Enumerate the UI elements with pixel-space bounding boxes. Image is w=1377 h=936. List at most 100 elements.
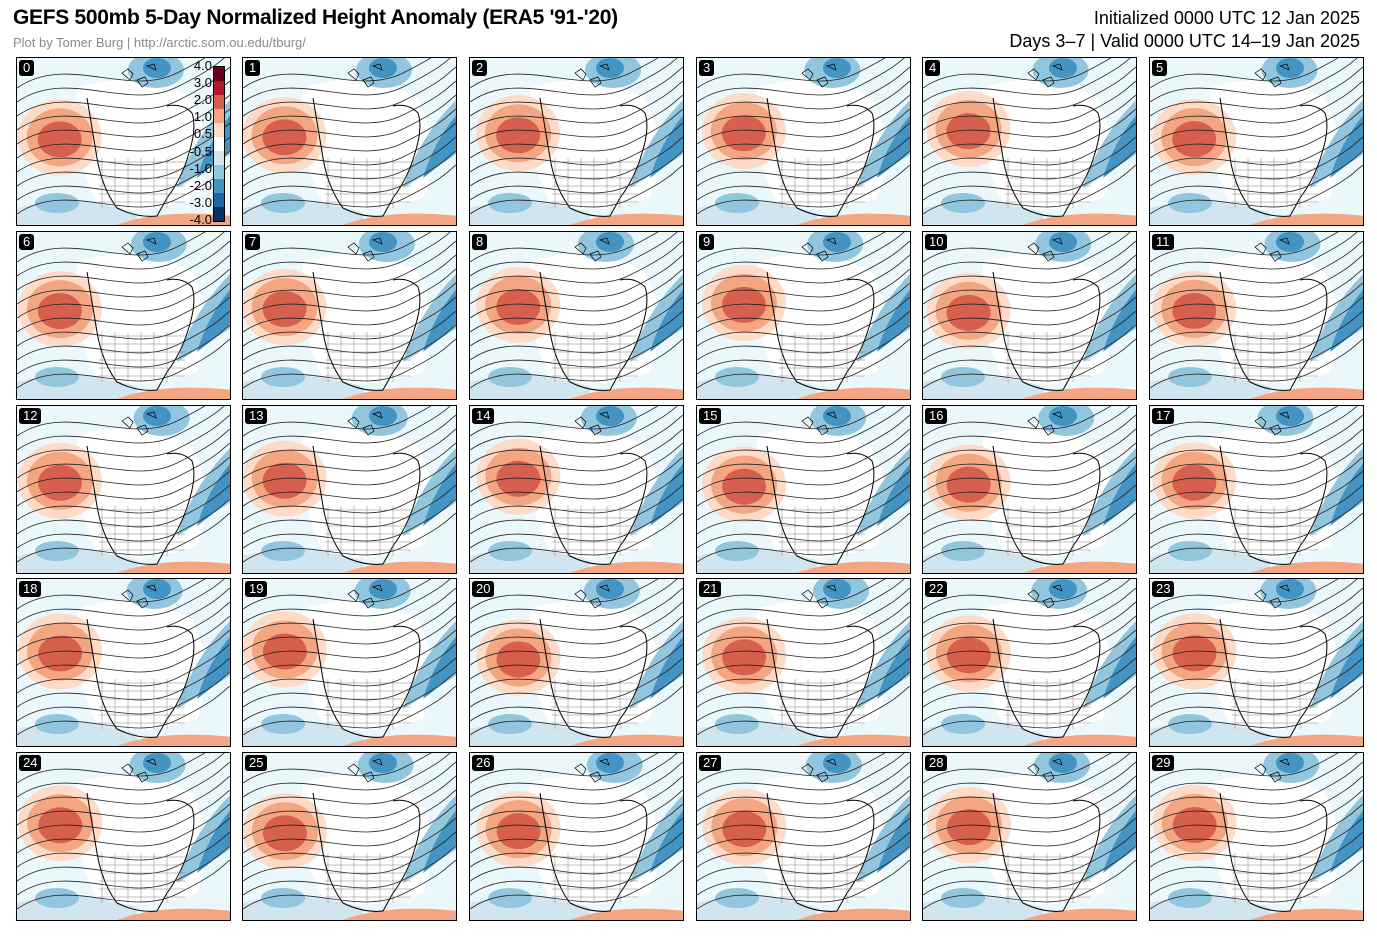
member-number-label: 17: [1152, 408, 1175, 424]
colorbar-swatch: [214, 67, 224, 81]
member-number-label: 4: [925, 60, 941, 76]
member-panel: 6: [16, 231, 231, 400]
anomaly-map: [697, 753, 910, 920]
anomaly-map: [243, 232, 456, 399]
member-number-label: 25: [245, 755, 268, 771]
member-panel: 7: [242, 231, 457, 400]
member-number-label: 15: [699, 408, 722, 424]
anomaly-map: [243, 579, 456, 746]
colorbar-tick-label: 2.0: [193, 92, 212, 108]
member-panel: 14: [469, 405, 684, 574]
colorbar-swatch: [214, 207, 224, 221]
member-panel: 23: [1149, 578, 1364, 747]
member-panel: 5: [1149, 57, 1364, 226]
anomaly-map: [923, 58, 1136, 225]
member-number-label: 3: [699, 60, 715, 76]
member-panel: 22: [922, 578, 1137, 747]
member-number-label: 20: [472, 581, 495, 597]
member-panel: 3: [696, 57, 911, 226]
member-panel: 1: [242, 57, 457, 226]
anomaly-map: [1150, 753, 1363, 920]
anomaly-map: [923, 232, 1136, 399]
colorbar-tick-label: 0.5: [193, 126, 212, 142]
anomaly-map: [470, 406, 683, 573]
colorbar-tick-label: 1.0: [193, 109, 212, 125]
anomaly-map: [470, 579, 683, 746]
anomaly-map: [1150, 406, 1363, 573]
colorbar-tick-label: -3.0: [189, 194, 212, 210]
anomaly-colorbar: [213, 66, 225, 222]
member-panel: 20: [469, 578, 684, 747]
anomaly-map: [470, 232, 683, 399]
member-number-label: 8: [472, 234, 488, 250]
member-panel: 27: [696, 752, 911, 921]
colorbar-swatch: [214, 95, 224, 109]
valid-time: Days 3–7 | Valid 0000 UTC 14–19 Jan 2025: [1009, 31, 1360, 51]
anomaly-map: [697, 406, 910, 573]
member-number-label: 28: [925, 755, 948, 771]
member-number-label: 1: [245, 60, 261, 76]
colorbar-swatch: [214, 137, 224, 151]
member-number-label: 22: [925, 581, 948, 597]
colorbar-tick-label: 3.0: [193, 75, 212, 91]
anomaly-map: [697, 579, 910, 746]
colorbar-swatch: [214, 151, 224, 165]
anomaly-map: [1150, 579, 1363, 746]
member-panel: 12: [16, 405, 231, 574]
member-panel: 17: [1149, 405, 1364, 574]
member-number-label: 9: [699, 234, 715, 250]
anomaly-map: [17, 406, 230, 573]
member-panel: 18: [16, 578, 231, 747]
member-number-label: 27: [699, 755, 722, 771]
page-title: GEFS 500mb 5-Day Normalized Height Anoma…: [13, 6, 618, 29]
colorbar-swatch: [214, 123, 224, 137]
member-panel: 19: [242, 578, 457, 747]
member-panel: 25: [242, 752, 457, 921]
colorbar-tick-label: -0.5: [189, 143, 212, 159]
colorbar-swatch: [214, 81, 224, 95]
anomaly-map: [697, 232, 910, 399]
member-panel: 11: [1149, 231, 1364, 400]
member-number-label: 2: [472, 60, 488, 76]
member-number-label: 0: [19, 60, 35, 76]
colorbar-swatch: [214, 165, 224, 179]
member-panel: 9: [696, 231, 911, 400]
anomaly-map: [923, 579, 1136, 746]
member-number-label: 21: [699, 581, 722, 597]
anomaly-map: [243, 406, 456, 573]
member-panel: 2: [469, 57, 684, 226]
member-number-label: 29: [1152, 755, 1175, 771]
member-number-label: 11: [1152, 234, 1174, 250]
anomaly-map: [470, 58, 683, 225]
member-number-label: 18: [19, 581, 42, 597]
member-panel: 29: [1149, 752, 1364, 921]
member-number-label: 7: [245, 234, 261, 250]
member-number-label: 12: [19, 408, 42, 424]
member-panel: 15: [696, 405, 911, 574]
colorbar-tick-label: -4.0: [189, 212, 212, 227]
anomaly-map: [923, 753, 1136, 920]
member-number-label: 6: [19, 234, 35, 250]
member-panel: 16: [922, 405, 1137, 574]
member-number-label: 13: [245, 408, 268, 424]
colorbar-swatch: [214, 109, 224, 123]
anomaly-map: [1150, 58, 1363, 225]
member-panel: 8: [469, 231, 684, 400]
member-number-label: 14: [472, 408, 495, 424]
anomaly-map: [470, 753, 683, 920]
anomaly-map: [243, 58, 456, 225]
member-panel: 28: [922, 752, 1137, 921]
colorbar-tick-label: -1.0: [189, 160, 212, 176]
member-number-label: 10: [925, 234, 948, 250]
anomaly-map: [17, 753, 230, 920]
anomaly-map: [1150, 232, 1363, 399]
member-panel: 4: [922, 57, 1137, 226]
member-number-label: 24: [19, 755, 42, 771]
plot-credit: Plot by Tomer Burg | http://arctic.som.o…: [13, 35, 306, 50]
colorbar-tick-label: -2.0: [189, 177, 212, 193]
anomaly-map: [923, 406, 1136, 573]
member-number-label: 19: [245, 581, 268, 597]
member-panel: 10: [922, 231, 1137, 400]
member-panel: 24: [16, 752, 231, 921]
member-panel: 21: [696, 578, 911, 747]
